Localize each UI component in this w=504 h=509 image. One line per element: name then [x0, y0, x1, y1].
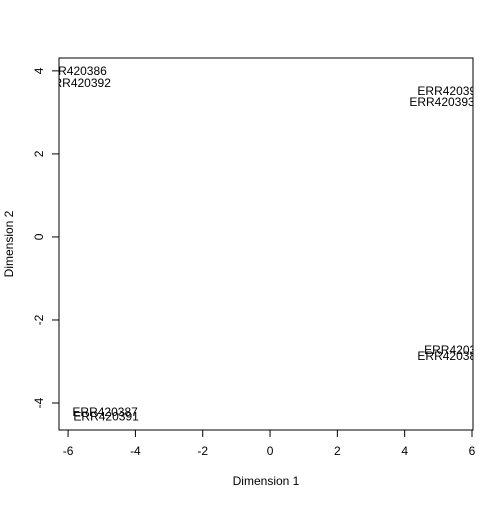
- point-label: ERR420391: [73, 409, 139, 423]
- y-axis-label: Dimension 2: [2, 210, 16, 277]
- y-tick-label: -2: [32, 314, 46, 325]
- point-label: ERR420387: [72, 405, 138, 419]
- x-tick-label: -4: [130, 444, 141, 458]
- x-tick-label: -2: [197, 444, 208, 458]
- point-label: ERR420389: [417, 349, 483, 363]
- point-label: ERR420390: [417, 84, 483, 98]
- point-label: ERR420393: [409, 95, 475, 109]
- x-tick-label: 4: [401, 444, 408, 458]
- x-tick-label: 2: [334, 444, 341, 458]
- x-axis-label: Dimension 1: [233, 474, 300, 488]
- plot-frame: [58, 57, 474, 431]
- x-tick-label: -6: [63, 444, 74, 458]
- point-label: ERR420388: [424, 343, 490, 357]
- y-tick-label: 0: [32, 233, 46, 240]
- x-tick-label: 6: [469, 444, 476, 458]
- y-tick-label: 2: [32, 150, 46, 157]
- point-label: ERR420386: [41, 64, 107, 78]
- x-tick-label: 0: [267, 444, 274, 458]
- y-tick-label: -4: [32, 397, 46, 408]
- y-tick-label: 4: [32, 67, 46, 74]
- point-label: ERR420392: [45, 76, 111, 90]
